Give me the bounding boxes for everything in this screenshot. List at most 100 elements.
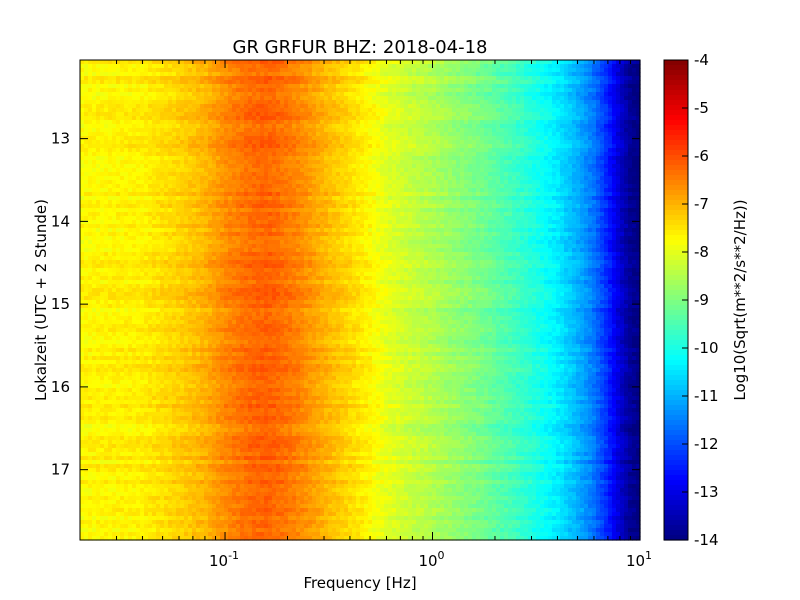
- heatmap-cell: [532, 196, 537, 201]
- heatmap-cell: [584, 136, 589, 141]
- heatmap-cell: [476, 124, 481, 129]
- heatmap-cell: [436, 160, 441, 165]
- heatmap-cell: [276, 180, 281, 185]
- heatmap-cell: [176, 200, 181, 205]
- heatmap-cell: [424, 124, 429, 129]
- heatmap-cell: [456, 120, 461, 125]
- heatmap-cell: [192, 184, 197, 189]
- heatmap-cell: [600, 108, 605, 113]
- heatmap-cell: [336, 192, 341, 197]
- heatmap-cell: [604, 120, 609, 125]
- heatmap-cell: [280, 160, 285, 165]
- heatmap-cell: [344, 144, 349, 149]
- heatmap-cell: [564, 92, 569, 97]
- heatmap-cell: [456, 116, 461, 121]
- heatmap-cell: [636, 116, 641, 121]
- heatmap-cell: [508, 88, 513, 93]
- heatmap-cell: [204, 112, 209, 117]
- heatmap-cell: [632, 120, 637, 125]
- heatmap-cell: [192, 76, 197, 81]
- heatmap-cell: [412, 92, 417, 97]
- heatmap-cell: [236, 140, 241, 145]
- heatmap-cell: [372, 144, 377, 149]
- heatmap-cell: [280, 80, 285, 85]
- heatmap-cell: [100, 176, 105, 181]
- heatmap-cell: [328, 80, 333, 85]
- heatmap-cell: [292, 100, 297, 105]
- heatmap-cell: [120, 184, 125, 189]
- heatmap-cell: [556, 88, 561, 93]
- heatmap-cell: [600, 172, 605, 177]
- heatmap-cell: [116, 100, 121, 105]
- heatmap-cell: [532, 136, 537, 141]
- heatmap-cell: [632, 104, 637, 109]
- heatmap-cell: [296, 136, 301, 141]
- heatmap-cell: [584, 64, 589, 69]
- heatmap-cell: [336, 72, 341, 77]
- heatmap-cell: [544, 80, 549, 85]
- heatmap-cell: [496, 196, 501, 201]
- heatmap-cell: [336, 84, 341, 89]
- heatmap-cell: [600, 136, 605, 141]
- heatmap-cell: [584, 76, 589, 81]
- heatmap-cell: [272, 200, 277, 205]
- heatmap-cell: [612, 124, 617, 129]
- heatmap-cell: [104, 192, 109, 197]
- heatmap-cell: [568, 160, 573, 165]
- heatmap-cell: [528, 60, 533, 65]
- heatmap-cell: [624, 156, 629, 161]
- heatmap-cell: [188, 68, 193, 73]
- heatmap-cell: [228, 172, 233, 177]
- heatmap-cell: [268, 64, 273, 69]
- heatmap-cell: [252, 80, 257, 85]
- heatmap-cell: [184, 196, 189, 201]
- heatmap-cell: [416, 120, 421, 125]
- heatmap-cell: [520, 160, 525, 165]
- heatmap-cell: [372, 140, 377, 145]
- heatmap-cell: [396, 92, 401, 97]
- heatmap-cell: [484, 96, 489, 101]
- heatmap-cell: [228, 184, 233, 189]
- heatmap-cell: [476, 116, 481, 121]
- heatmap-cell: [468, 148, 473, 153]
- heatmap-cell: [88, 104, 93, 109]
- heatmap-cell: [464, 124, 469, 129]
- heatmap-cell: [560, 60, 565, 65]
- heatmap-cell: [192, 92, 197, 97]
- heatmap-cell: [544, 152, 549, 157]
- heatmap-cell: [92, 184, 97, 189]
- heatmap-cell: [224, 196, 229, 201]
- heatmap-cell: [536, 156, 541, 161]
- heatmap-cell: [628, 100, 633, 105]
- heatmap-cell: [156, 200, 161, 205]
- heatmap-cell: [600, 104, 605, 109]
- heatmap-cell: [512, 92, 517, 97]
- heatmap-cell: [220, 92, 225, 97]
- heatmap-cell: [508, 112, 513, 117]
- heatmap-cell: [232, 108, 237, 113]
- heatmap-cell: [608, 140, 613, 145]
- heatmap-cell: [200, 156, 205, 161]
- heatmap-cell: [500, 176, 505, 181]
- heatmap-cell: [456, 176, 461, 181]
- heatmap-cell: [448, 200, 453, 205]
- heatmap-cell: [628, 148, 633, 153]
- heatmap-cell: [140, 156, 145, 161]
- heatmap-cell: [348, 128, 353, 133]
- heatmap-cell: [600, 140, 605, 145]
- heatmap-cell: [184, 80, 189, 85]
- heatmap-cell: [328, 116, 333, 121]
- heatmap-cell: [296, 144, 301, 149]
- heatmap-cell: [620, 132, 625, 137]
- heatmap-cell: [196, 168, 201, 173]
- heatmap-cell: [532, 88, 537, 93]
- heatmap-cell: [516, 164, 521, 169]
- heatmap-cell: [84, 72, 89, 77]
- heatmap-cell: [404, 76, 409, 81]
- heatmap-cell: [384, 140, 389, 145]
- heatmap-cell: [160, 176, 165, 181]
- heatmap-cell: [548, 184, 553, 189]
- heatmap-cell: [440, 164, 445, 169]
- heatmap-cell: [476, 60, 481, 65]
- heatmap-cell: [468, 88, 473, 93]
